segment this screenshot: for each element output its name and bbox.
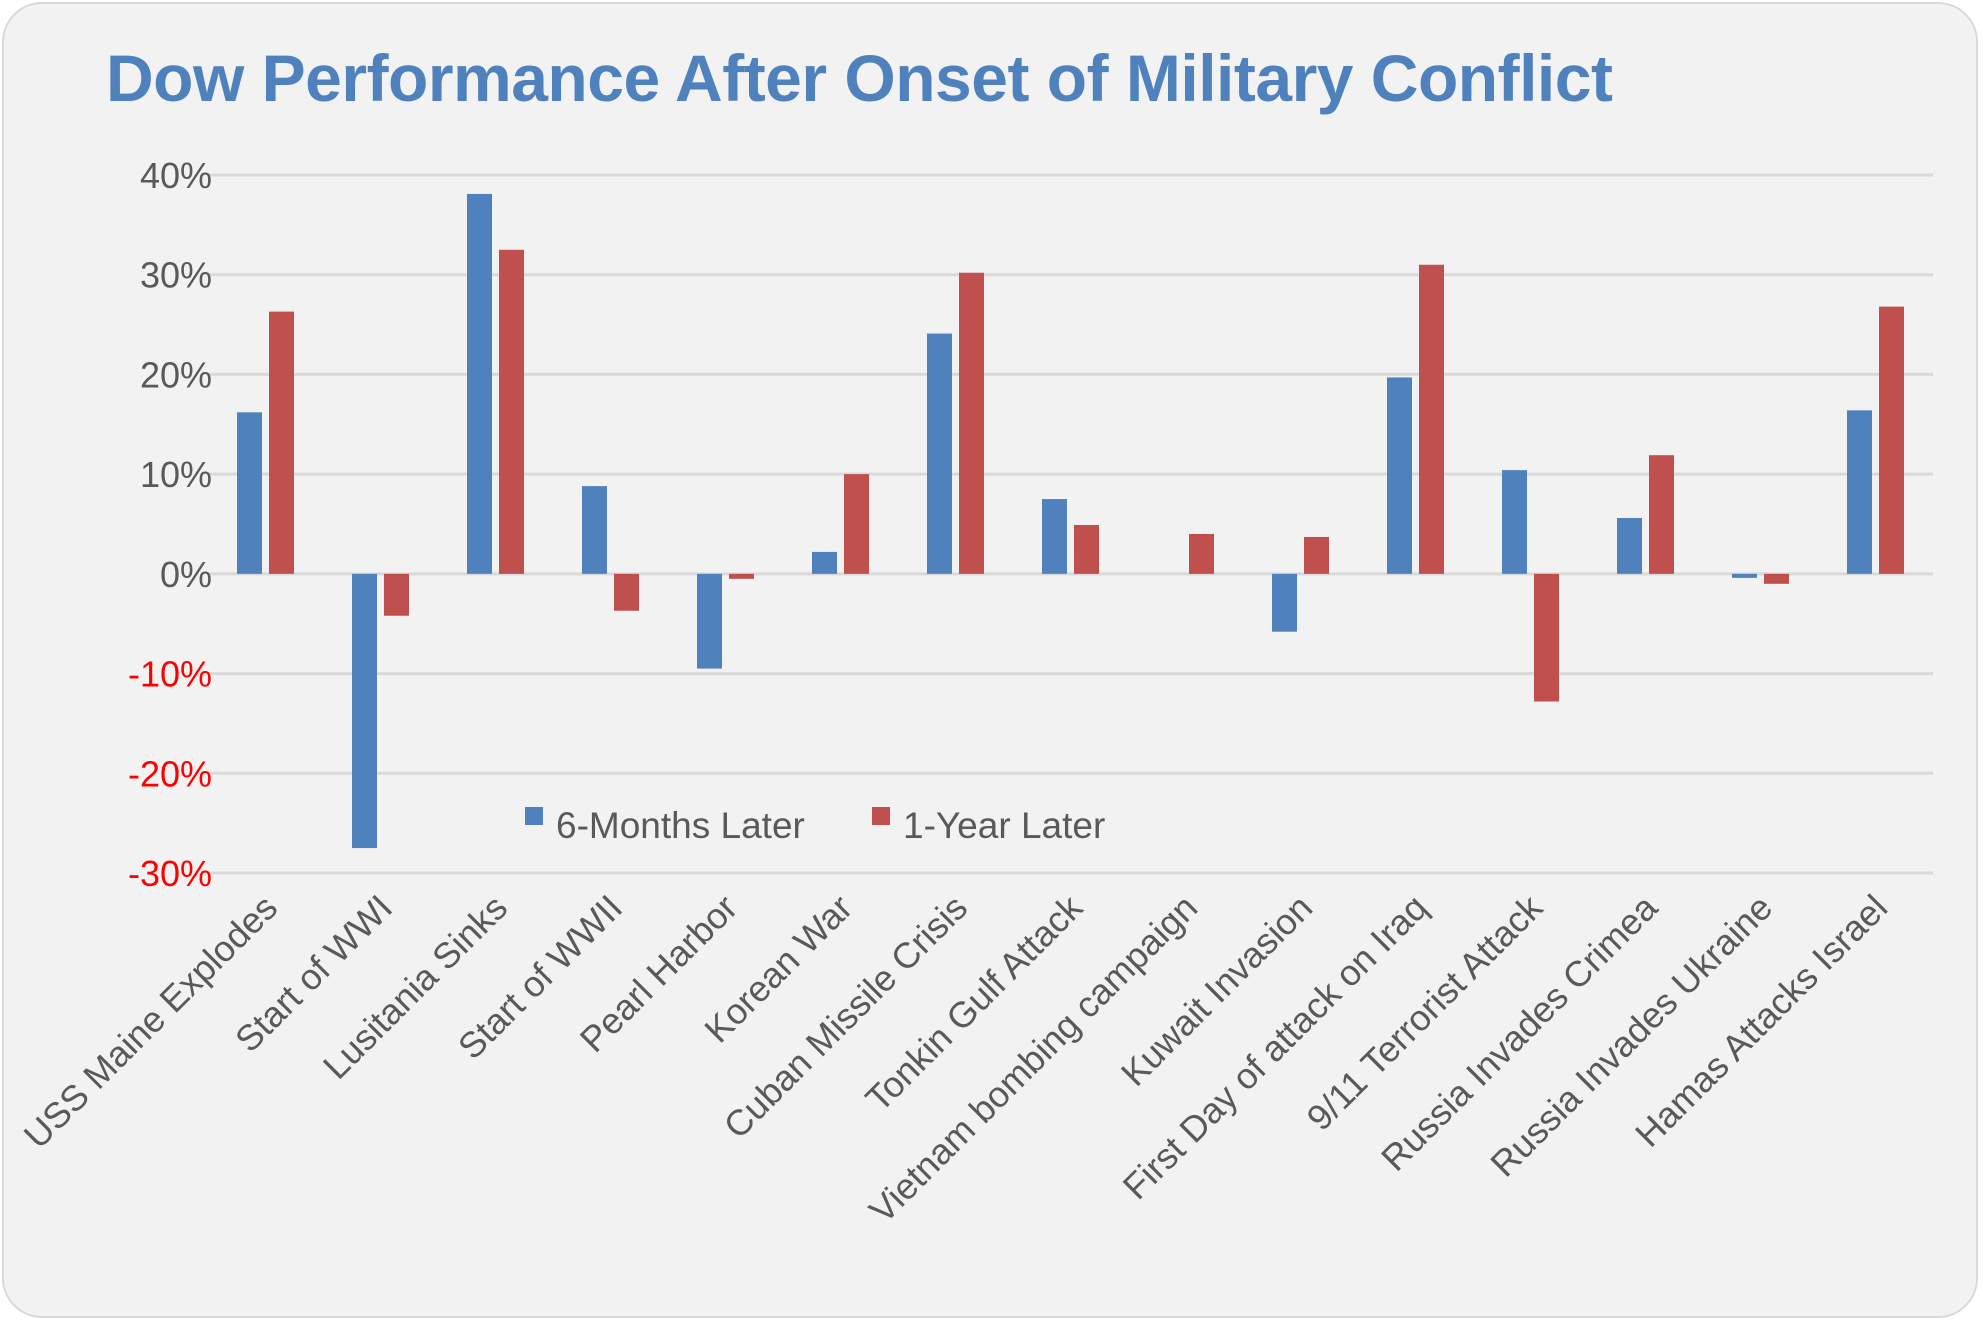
bar-1-year — [614, 573, 639, 611]
legend-swatch-1-year — [872, 807, 890, 825]
bar-6-months — [1387, 377, 1412, 574]
bar-1-year — [1304, 536, 1329, 574]
y-tick-label: 10% — [140, 454, 212, 495]
y-tick-label: 30% — [140, 255, 212, 296]
bar-1-year — [1764, 573, 1789, 584]
bar-6-months — [582, 486, 607, 574]
bar-1-year — [729, 573, 754, 579]
bar-6-months — [237, 412, 262, 574]
y-axis-ticks: 40% 30% 20% 10% 0% -10% -20% -30% — [128, 155, 212, 894]
bar-1-year — [1534, 573, 1559, 702]
bar-1-year — [1074, 524, 1099, 574]
bar-6-months — [467, 193, 492, 574]
bar-1-year — [844, 474, 869, 574]
bar-6-months — [352, 573, 377, 849]
bar-6-months — [812, 551, 837, 574]
y-tick-label: -30% — [128, 853, 212, 894]
y-tick-label: -10% — [128, 654, 212, 695]
y-tick-label: 20% — [140, 354, 212, 395]
bar-6-months — [1502, 470, 1527, 574]
bar-1-year — [384, 573, 409, 616]
y-tick-label: 0% — [160, 554, 212, 595]
legend: 6-Months Later 1-Year Later — [525, 805, 1105, 846]
y-tick-label: 40% — [140, 155, 212, 196]
x-tick-label: Tonkin Gulf Attack — [857, 886, 1090, 1119]
bar-6-months — [697, 573, 722, 669]
legend-label-6-months: 6-Months Later — [556, 805, 805, 846]
legend-label-1-year: 1-Year Later — [903, 805, 1105, 846]
y-tick-label: -20% — [128, 753, 212, 794]
bar-1-year — [1649, 455, 1674, 574]
bar-1-year — [1189, 533, 1214, 574]
bar-6-months — [1847, 410, 1872, 574]
bar-6-months — [1042, 499, 1067, 574]
gridlines — [208, 173, 1933, 875]
bars — [237, 193, 1904, 849]
bar-6-months — [1617, 518, 1642, 574]
legend-swatch-6-months — [525, 807, 543, 825]
bar-1-year — [1419, 264, 1444, 574]
bar-6-months — [1272, 573, 1297, 632]
bar-1-year — [1879, 306, 1904, 574]
bar-6-months — [927, 333, 952, 574]
bar-1-year — [959, 272, 984, 574]
bar-1-year — [499, 249, 524, 574]
bar-1-year — [269, 311, 294, 574]
chart-title: Dow Performance After Onset of Military … — [106, 41, 1613, 115]
bar-6-months — [1732, 573, 1757, 578]
